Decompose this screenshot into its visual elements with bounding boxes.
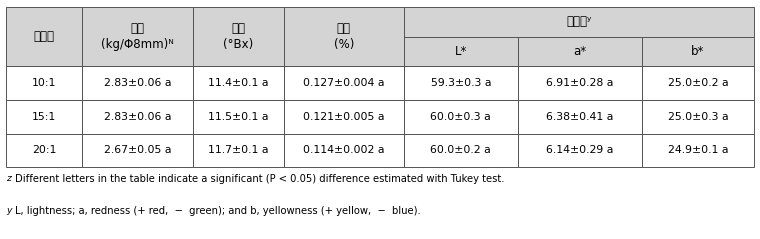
Bar <box>642 134 754 167</box>
Bar <box>404 134 518 167</box>
Bar <box>404 100 518 134</box>
Text: 25.0±0.2 a: 25.0±0.2 a <box>668 78 728 88</box>
Bar <box>642 37 754 66</box>
Bar <box>283 7 404 66</box>
Bar <box>283 66 404 100</box>
Text: 2.83±0.06 a: 2.83±0.06 a <box>104 112 171 122</box>
Bar <box>283 66 404 100</box>
Bar <box>642 100 754 134</box>
Bar <box>404 7 754 37</box>
Text: 15:1: 15:1 <box>32 112 56 122</box>
Bar <box>404 66 518 100</box>
Text: 엽과비: 엽과비 <box>33 30 55 43</box>
Bar <box>6 7 82 66</box>
Text: 0.114±0.002 a: 0.114±0.002 a <box>303 146 385 156</box>
Bar <box>82 66 194 100</box>
Text: 6.14±0.29 a: 6.14±0.29 a <box>546 146 613 156</box>
Text: 11.7±0.1 a: 11.7±0.1 a <box>208 146 269 156</box>
Bar <box>642 66 754 100</box>
Text: 6.38±0.41 a: 6.38±0.41 a <box>546 112 613 122</box>
Bar <box>6 134 82 167</box>
Bar <box>404 100 518 134</box>
Bar <box>194 7 283 66</box>
Text: 2.67±0.05 a: 2.67±0.05 a <box>104 146 171 156</box>
Bar <box>82 134 194 167</box>
Bar <box>194 134 283 167</box>
Text: 20:1: 20:1 <box>32 146 56 156</box>
Bar <box>82 66 194 100</box>
Bar <box>194 100 283 134</box>
Bar <box>82 100 194 134</box>
Text: 25.0±0.3 a: 25.0±0.3 a <box>668 112 728 122</box>
Bar <box>194 66 283 100</box>
Text: 11.4±0.1 a: 11.4±0.1 a <box>208 78 269 88</box>
Text: 60.0±0.2 a: 60.0±0.2 a <box>430 146 491 156</box>
Text: z: z <box>6 174 11 184</box>
Bar <box>283 134 404 167</box>
Bar <box>518 100 642 134</box>
Bar <box>283 100 404 134</box>
Text: 0.121±0.005 a: 0.121±0.005 a <box>303 112 385 122</box>
Text: Different letters in the table indicate a significant (P < 0.05) difference esti: Different letters in the table indicate … <box>15 174 505 185</box>
Bar <box>518 134 642 167</box>
Bar <box>404 66 518 100</box>
Text: 2.83±0.06 a: 2.83±0.06 a <box>104 78 171 88</box>
Text: 과피색ʸ: 과피색ʸ <box>566 16 592 28</box>
Bar <box>518 37 642 66</box>
Text: 산도
(%): 산도 (%) <box>334 22 354 51</box>
Bar <box>6 7 82 66</box>
Bar <box>194 134 283 167</box>
Bar <box>6 100 82 134</box>
Bar <box>82 7 194 66</box>
Text: 60.0±0.3 a: 60.0±0.3 a <box>430 112 491 122</box>
Text: 경도
(kg/Φ8mm)ᴺ: 경도 (kg/Φ8mm)ᴺ <box>101 22 174 51</box>
Bar <box>642 134 754 167</box>
Bar <box>194 66 283 100</box>
Bar <box>642 100 754 134</box>
Bar <box>642 37 754 66</box>
Text: 6.91±0.28 a: 6.91±0.28 a <box>546 78 613 88</box>
Bar <box>642 66 754 100</box>
Bar <box>283 7 404 66</box>
Bar <box>518 66 642 100</box>
Bar <box>518 66 642 100</box>
Text: 당도
(°Bx): 당도 (°Bx) <box>223 22 254 51</box>
Bar <box>404 134 518 167</box>
Bar <box>6 134 82 167</box>
Bar <box>6 100 82 134</box>
Bar <box>194 100 283 134</box>
Bar <box>283 134 404 167</box>
Text: 0.127±0.004 a: 0.127±0.004 a <box>303 78 385 88</box>
Text: 59.3±0.3 a: 59.3±0.3 a <box>431 78 491 88</box>
Bar <box>6 66 82 100</box>
Bar <box>283 100 404 134</box>
Text: y: y <box>6 206 11 215</box>
Bar <box>82 134 194 167</box>
Bar <box>404 7 754 37</box>
Bar <box>404 37 518 66</box>
Bar <box>518 100 642 134</box>
Text: 11.5±0.1 a: 11.5±0.1 a <box>208 112 269 122</box>
Bar <box>82 100 194 134</box>
Text: a*: a* <box>573 45 587 58</box>
Bar <box>6 66 82 100</box>
Bar <box>518 134 642 167</box>
Text: L, lightness; a, redness (+ red,  −  green); and b, yellowness (+ yellow,  −  bl: L, lightness; a, redness (+ red, − green… <box>15 206 421 216</box>
Bar <box>194 7 283 66</box>
Bar <box>518 37 642 66</box>
Bar <box>82 7 194 66</box>
Text: 24.9±0.1 a: 24.9±0.1 a <box>668 146 728 156</box>
Text: b*: b* <box>692 45 705 58</box>
Bar <box>404 37 518 66</box>
Text: 10:1: 10:1 <box>32 78 56 88</box>
Text: L*: L* <box>454 45 467 58</box>
